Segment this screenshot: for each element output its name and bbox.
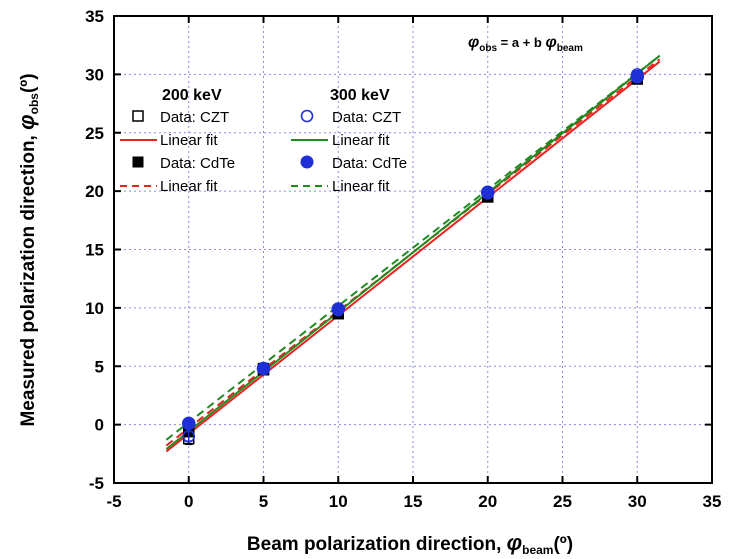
fit-line-300-kev-linear-fit-7 [165, 54, 661, 441]
legend-label-fit-cdte-200: Linear fit [160, 178, 218, 195]
x-tick-label: 0 [184, 492, 193, 511]
legend-label-czt-200: Data: CZT [160, 109, 229, 126]
x-tick-label: 15 [404, 492, 423, 511]
fit-line-200-kev-linear-fit-1 [165, 60, 661, 453]
y-tick-label: 30 [85, 65, 104, 84]
legend-group-300kev: 300 keV [330, 87, 390, 104]
equation-annotation: φobs = a + b φbeam [468, 34, 583, 54]
y-tick-label: 0 [95, 416, 104, 435]
legend-label-cdte-300: Data: CdTe [332, 155, 407, 172]
y-axis-title: Measured polarization direction, φobs(º) [14, 73, 41, 426]
legend-group-200kev: 200 keV [162, 87, 222, 104]
y-tick-label: 5 [95, 357, 104, 376]
x-tick-label: 20 [478, 492, 497, 511]
x-axis-title: Beam polarization direction, φbeam(º) [247, 530, 573, 557]
data-point-300-kev-data-cdte [630, 69, 645, 84]
data-point-300-kev-data-cdte [331, 302, 346, 316]
legend-label-czt-300: Data: CZT [332, 109, 401, 126]
fit-line-300-kev-linear-fit-5 [165, 54, 661, 450]
y-tick-label: 15 [85, 241, 104, 260]
data-point-300-kev-data-czt [182, 429, 196, 443]
data-points [181, 68, 645, 446]
ticks [113, 15, 713, 484]
y-tick-label: -5 [89, 474, 104, 493]
data-point-300-kev-data-cdte [480, 185, 495, 200]
x-tick-label: -5 [106, 492, 121, 511]
x-tick-label: 35 [703, 492, 722, 511]
tick-labels: -5 0 5 10 15 20 25 30 35 -5 0 5 10 15 20 25 30 35 [85, 7, 721, 511]
y-tick-label: 20 [85, 182, 104, 201]
y-tick-label: 25 [85, 124, 104, 143]
x-tick-label: 5 [259, 492, 268, 511]
fit-lines [165, 54, 661, 453]
x-tick-label: 10 [329, 492, 348, 511]
y-tick-label: 35 [85, 7, 104, 26]
legend: 200 keV 300 keV Data: CZT Linear fit Dat… [120, 87, 407, 195]
x-tick-label: 25 [553, 492, 572, 511]
data-point-300-kev-data-cdte [256, 361, 271, 376]
y-tick-label: 10 [85, 299, 104, 318]
legend-marker-cdte-300 [300, 155, 314, 169]
legend-label-cdte-200: Data: CdTe [160, 155, 235, 172]
legend-label-fit-cdte-300: Linear fit [332, 178, 390, 195]
data-point-300-kev-data-cdte [181, 416, 196, 431]
legend-marker-cdte-200 [132, 156, 144, 168]
legend-marker-czt-300 [300, 109, 314, 123]
x-tick-label: 30 [628, 492, 647, 511]
legend-marker-czt-200 [132, 110, 144, 122]
legend-label-fit-czt-200: Linear fit [160, 132, 218, 149]
legend-label-fit-czt-300: Linear fit [332, 132, 390, 149]
